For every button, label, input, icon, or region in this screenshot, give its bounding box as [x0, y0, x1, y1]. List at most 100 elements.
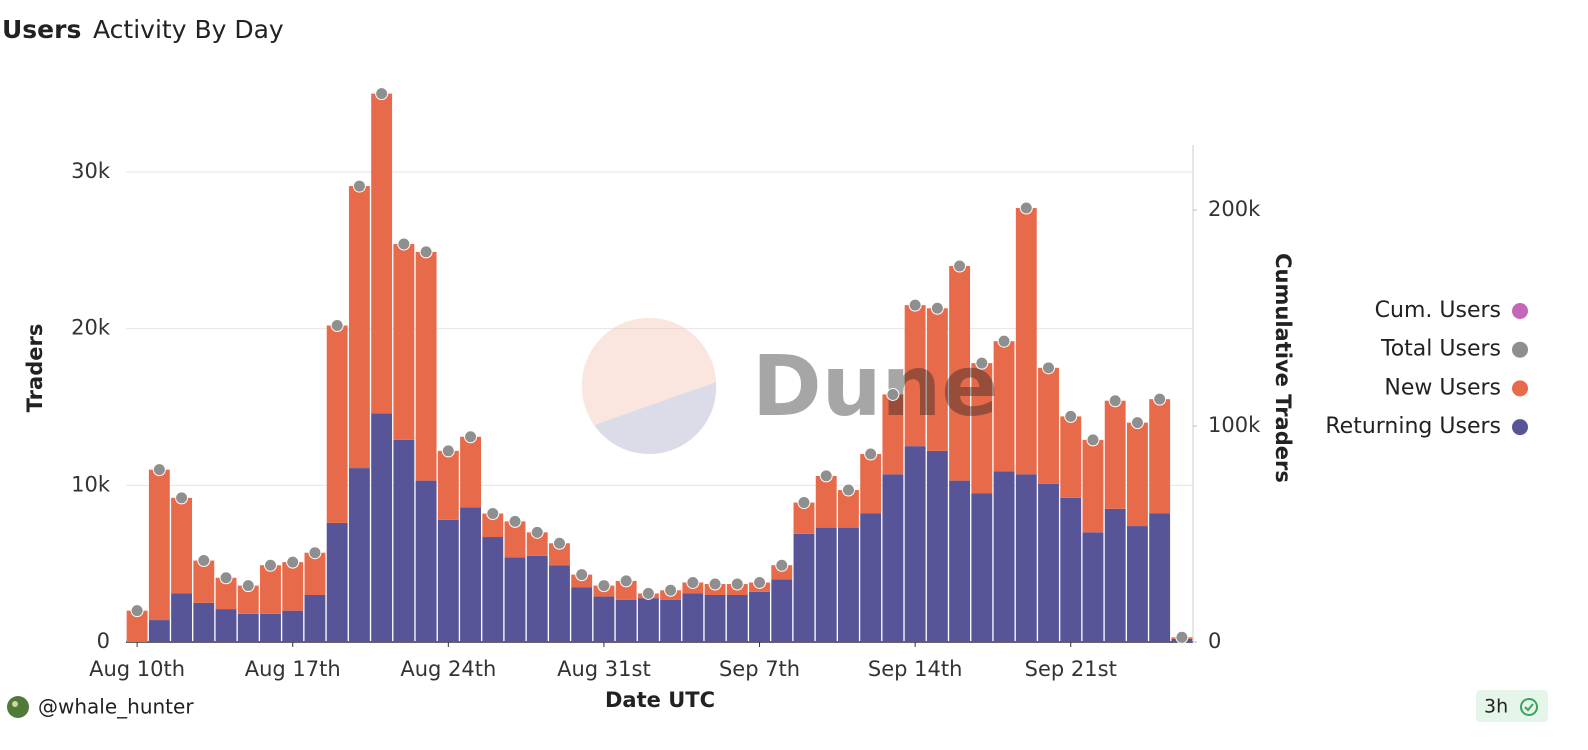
total-dot: [1130, 416, 1144, 430]
avatar-eye: [12, 701, 18, 707]
total-dot: [997, 334, 1011, 348]
bar-segment: [1126, 422, 1148, 527]
total-dot: [1108, 394, 1122, 408]
bar-segment: [860, 453, 882, 514]
bar-segment: [237, 585, 259, 614]
legend-swatch: [1512, 380, 1528, 397]
bar-segment: [171, 497, 193, 594]
bar-segment: [1104, 400, 1126, 509]
chart-title: Users: [2, 15, 81, 44]
watermark-logo-bottom: [594, 382, 717, 455]
total-dot: [930, 301, 944, 315]
x-tick-label: Aug 10th: [89, 657, 185, 681]
total-dot: [975, 356, 989, 370]
total-dot: [1175, 630, 1189, 644]
bar-segment: [749, 591, 770, 642]
bar-segment: [482, 537, 504, 642]
bar-segment: [526, 532, 548, 556]
bar-segment: [793, 533, 815, 642]
x-tick-label: Sep 7th: [719, 657, 800, 681]
chart-subtitle: Activity By Day: [93, 15, 284, 44]
bar-segment: [793, 502, 815, 534]
bar-segment: [460, 436, 481, 508]
legend-label: Cum. Users: [1375, 298, 1501, 323]
x-tick-label: Sep 21st: [1025, 657, 1117, 681]
bar-segment: [504, 557, 526, 642]
bar-segment: [637, 598, 659, 642]
total-dot: [530, 525, 544, 539]
total-dot: [352, 179, 366, 193]
bar-segment: [1060, 416, 1082, 498]
y2-tick-label: 200k: [1208, 197, 1261, 221]
author: @whale_hunter: [38, 695, 194, 719]
legend-label: Returning Users: [1325, 414, 1501, 439]
bar-segment: [704, 594, 726, 642]
y-axis-title: Traders: [23, 324, 47, 413]
total-dot: [175, 491, 189, 505]
check-icon: [1520, 698, 1538, 716]
bar-segment: [838, 490, 859, 528]
total-dot: [464, 430, 478, 444]
x-tick-label: Aug 17th: [245, 657, 341, 681]
bar-segment: [949, 265, 971, 481]
y-tick-label: 30k: [71, 159, 111, 183]
bar-segment: [282, 562, 304, 611]
x-tick-label: Sep 14th: [868, 657, 963, 681]
bar-segment: [371, 93, 393, 414]
bar-segment: [993, 341, 1015, 472]
bar-segment: [660, 599, 682, 642]
bar-segment: [148, 620, 170, 642]
total-dot: [708, 577, 722, 591]
bar-segment: [348, 186, 370, 469]
total-dot: [197, 554, 211, 568]
bar-segment: [237, 613, 259, 642]
total-dot: [1042, 361, 1056, 375]
total-dot: [1153, 392, 1167, 406]
legend-swatch: [1512, 341, 1528, 358]
bar-segment: [949, 480, 971, 642]
total-dot: [619, 574, 633, 588]
bar-segment: [504, 521, 526, 558]
total-dot: [797, 496, 811, 510]
total-dot: [441, 444, 455, 458]
bar-segment: [215, 577, 237, 610]
bar-segment: [526, 555, 548, 642]
bar-segment: [926, 308, 948, 451]
bar-segment: [282, 610, 304, 642]
bar-segment: [415, 251, 437, 481]
bar-segment: [348, 468, 370, 642]
legend-label: Total Users: [1380, 337, 1501, 362]
total-dot: [241, 579, 255, 593]
bar-segment: [304, 552, 326, 595]
total-dot: [286, 555, 300, 569]
bar-segment: [1082, 532, 1104, 642]
bar-segment: [882, 394, 904, 475]
watermark: [581, 317, 717, 455]
bar-segment: [815, 527, 837, 642]
bar-segment: [371, 413, 393, 642]
bar-segment: [1104, 508, 1126, 642]
y2-axis-title: Cumulative Traders: [1271, 253, 1295, 483]
total-dot: [308, 546, 322, 560]
total-dot: [575, 568, 589, 582]
bar-segment: [571, 587, 593, 642]
bar-segment: [1015, 474, 1037, 642]
total-dot: [219, 571, 233, 585]
bar-segment: [838, 527, 859, 642]
total-dot: [597, 579, 611, 593]
y-tick-label: 10k: [71, 472, 111, 496]
total-dot: [686, 575, 700, 589]
y-tick-label: 20k: [71, 316, 111, 340]
bar-segment: [415, 480, 437, 642]
bar-segment: [1126, 526, 1148, 642]
bar-segment: [549, 565, 570, 642]
x-axis-title: Date UTC: [605, 688, 715, 712]
total-dot: [1019, 201, 1033, 215]
bar-segment: [593, 596, 615, 642]
bar-segment: [193, 602, 215, 642]
bar-segment: [549, 543, 570, 566]
bar-segment: [260, 565, 281, 614]
bar-segment: [615, 599, 637, 642]
watermark-text: Dune: [752, 337, 998, 435]
